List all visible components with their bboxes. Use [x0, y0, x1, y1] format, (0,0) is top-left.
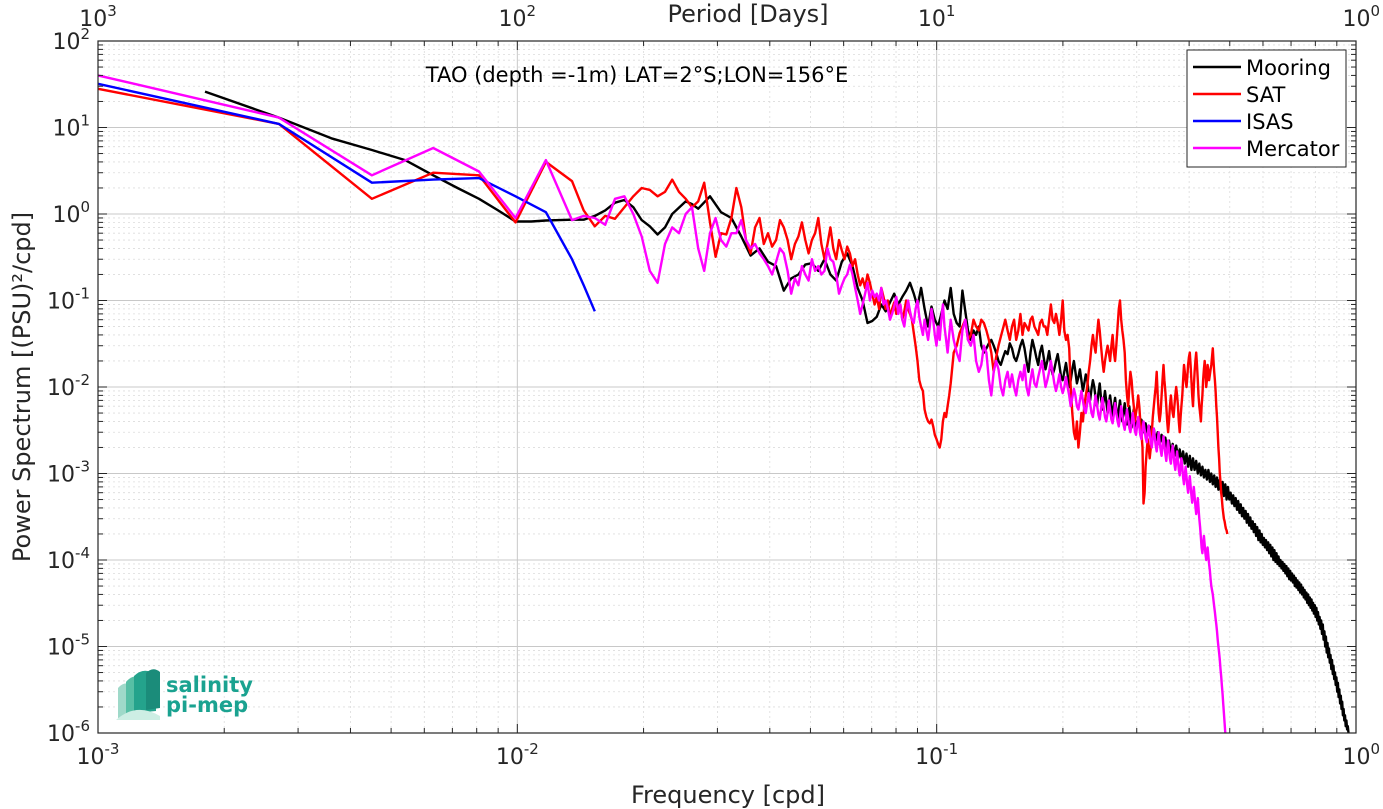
y-tick-label: 102	[52, 25, 90, 55]
top-x-tick-label: 102	[499, 2, 537, 32]
x-tick-label: 100	[1342, 740, 1380, 770]
x-tick-label: 10-1	[915, 740, 958, 770]
y-tick-label: 10-1	[47, 285, 90, 315]
legend-label-mooring: Mooring	[1246, 56, 1331, 80]
logo-text-salinity: salinity	[166, 673, 253, 697]
top-x-tick-label: 103	[79, 2, 117, 32]
logo-text-pi-mep: pi-mep	[166, 693, 248, 717]
y-tick-label: 10-6	[47, 717, 90, 747]
series-line-mercator	[97, 74, 1227, 734]
grid-lines	[97, 40, 1357, 734]
top-x-axis-title: Period [Days]	[667, 0, 828, 28]
x-tick-label: 10-2	[496, 740, 539, 770]
y-tick-label: 100	[52, 198, 90, 228]
y-axis-title: Power Spectrum [(PSU)²/cpd]	[8, 212, 36, 562]
y-tick-label: 10-5	[47, 631, 90, 661]
top-x-tick-label: 100	[1342, 2, 1380, 32]
series-line-mooring	[204, 90, 1350, 734]
top-x-tick-label: 101	[918, 2, 956, 32]
x-tick-label: 10-3	[77, 740, 120, 770]
series-group	[97, 74, 1350, 734]
legend: Mooring SAT ISAS Mercator	[1186, 49, 1347, 168]
series-line-sat	[97, 87, 1229, 535]
x-axis-title: Frequency [cpd]	[631, 781, 825, 809]
y-tick-label: 101	[52, 112, 90, 142]
chart-title: TAO (depth =-1m) LAT=2°S;LON=156°E	[425, 63, 849, 87]
y-tick-label: 10-4	[47, 544, 90, 574]
legend-label-isas: ISAS	[1246, 110, 1294, 134]
legend-label-mercator: Mercator	[1246, 137, 1340, 161]
series-line-isas	[97, 82, 596, 312]
salinity-pi-mep-logo: salinity pi-mep	[116, 669, 253, 720]
legend-label-sat: SAT	[1246, 83, 1285, 107]
logo-mark-icon	[116, 669, 160, 720]
y-tick-label: 10-3	[47, 458, 90, 488]
y-tick-label: 10-2	[47, 371, 90, 401]
tick-marks	[97, 40, 1357, 734]
